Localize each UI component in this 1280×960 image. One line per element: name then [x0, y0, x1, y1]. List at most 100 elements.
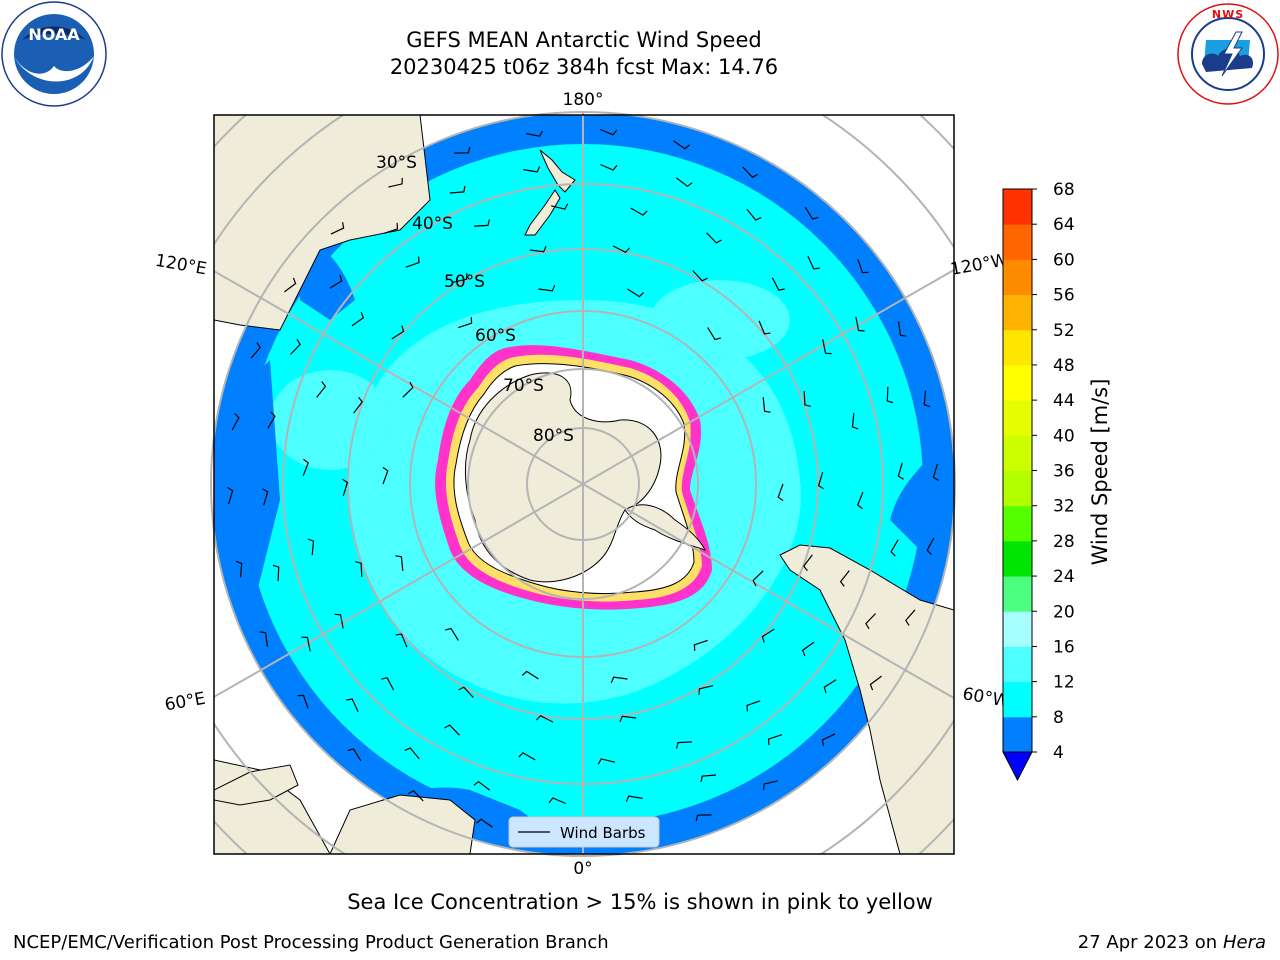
wind-barb	[758, 320, 771, 335]
wind-barb	[763, 780, 778, 791]
wind-barb	[839, 570, 850, 587]
wind-barb	[610, 676, 628, 684]
wind-barb	[752, 570, 764, 587]
colorbar-min-arrow	[1002, 751, 1033, 782]
wind-barb	[926, 537, 935, 555]
wind-barb	[851, 412, 859, 430]
antarctica	[435, 345, 712, 610]
colorbar-segment	[1003, 646, 1032, 683]
wind-barb	[923, 390, 931, 408]
wind-barb	[746, 700, 761, 712]
wind-barb	[458, 317, 473, 329]
wind-barb	[525, 130, 543, 137]
wind-barb	[897, 462, 904, 480]
lon-label-top: 180°	[563, 90, 604, 110]
wind-barb	[803, 554, 813, 572]
wind-barb	[855, 316, 865, 332]
wind-barb	[452, 273, 468, 283]
wind-barb	[521, 670, 539, 680]
wind-barb	[932, 463, 939, 482]
colorbar-segment	[1003, 540, 1032, 577]
nws-logo-icon: NWS	[1177, 3, 1279, 105]
wind-barb	[707, 327, 721, 341]
outer-graticule	[214, 115, 954, 854]
wind-barb	[619, 715, 637, 723]
colorbar-segment	[1003, 294, 1032, 331]
wind-barb	[742, 166, 758, 178]
wind-barb	[673, 140, 690, 150]
wind-barb	[330, 222, 345, 235]
wind-barb	[600, 163, 618, 171]
colorbar-segment	[1003, 435, 1032, 471]
wind-barb	[231, 413, 240, 431]
wind-barb	[235, 560, 243, 578]
colorbar-tick-label: 56	[1053, 286, 1075, 306]
wind-barb	[395, 555, 404, 571]
wind-barb	[329, 274, 343, 289]
wind-barb	[381, 677, 395, 691]
map-legend: Wind Barbs	[508, 816, 660, 848]
noaa-logo-text: NOAA	[28, 25, 80, 44]
wind-barb	[823, 679, 837, 694]
wind-barb	[474, 219, 490, 227]
colorbar-segment	[1003, 611, 1032, 647]
wind-barb	[857, 259, 869, 274]
wind-barb	[272, 564, 280, 582]
wind-barb	[382, 466, 389, 485]
lon-label-upper-left: 120°E	[154, 251, 208, 280]
wind-barb	[262, 488, 269, 506]
colorbar-tick-label: 48	[1053, 356, 1075, 376]
wind-barb	[529, 245, 547, 253]
wind-barb	[391, 325, 405, 340]
wind-barb	[599, 128, 618, 136]
lon-label-bottom: 0°	[573, 859, 592, 879]
wind-barb	[355, 561, 363, 578]
wind-barb	[821, 733, 836, 746]
wind-barb	[307, 538, 315, 556]
lat-label-40s: 40°S	[412, 214, 453, 234]
colorbar-segment	[1003, 224, 1032, 260]
sea-ice-note: Sea Ice Concentration > 15% is shown in …	[347, 890, 933, 914]
wind-barb	[804, 206, 819, 220]
wind-barb	[746, 208, 762, 221]
wind-barb	[890, 539, 899, 557]
colorbar-segment	[1003, 716, 1032, 753]
wind-barb	[700, 774, 717, 783]
footer-credit: NCEP/EMC/Verification Post Processing Pr…	[13, 932, 609, 953]
footer-host: Hera	[1222, 932, 1266, 953]
latitude-labels: 30°S 40°S 50°S 60°S 70°S 80°S	[376, 153, 574, 446]
wind-barb	[822, 339, 832, 355]
colorbar-segment	[1003, 576, 1032, 612]
colorbar-tick-label: 36	[1053, 462, 1075, 482]
wind-barb	[801, 641, 815, 657]
wind-barb	[334, 613, 344, 629]
wind-barb	[351, 311, 365, 327]
lon-label-upper-right: 120°W	[949, 250, 1010, 280]
colorbar-tick-label: 4	[1053, 743, 1064, 763]
colorbar-segment	[1003, 259, 1032, 296]
wind-barb	[771, 277, 785, 291]
lat-label-80s: 80°S	[533, 426, 574, 446]
wind-barb	[445, 627, 459, 641]
wind-barb	[548, 797, 566, 805]
colorbar-segment	[1003, 364, 1032, 401]
lon-label-lower-left: 60°E	[163, 689, 207, 716]
colorbar-tick-label: 52	[1053, 321, 1075, 341]
wind-barb	[869, 675, 882, 691]
wind-barb	[535, 714, 554, 723]
wind-barb	[449, 185, 466, 194]
wind-barb	[402, 381, 414, 398]
lat-label-50s: 50°S	[444, 272, 485, 292]
colorbar-tick-label: 24	[1053, 567, 1075, 587]
wind-barb	[695, 814, 712, 822]
lat-label-60s: 60°S	[475, 326, 516, 346]
wind-barb	[597, 758, 616, 765]
lat-label-70s: 70°S	[503, 376, 544, 396]
wind-barb	[250, 342, 261, 359]
colorbar-tick-label: 8	[1053, 708, 1064, 728]
map-title: GEFS MEAN Antarctic Wind Speed	[406, 28, 762, 52]
wind-barb	[342, 478, 349, 496]
wind-barb	[404, 747, 420, 760]
